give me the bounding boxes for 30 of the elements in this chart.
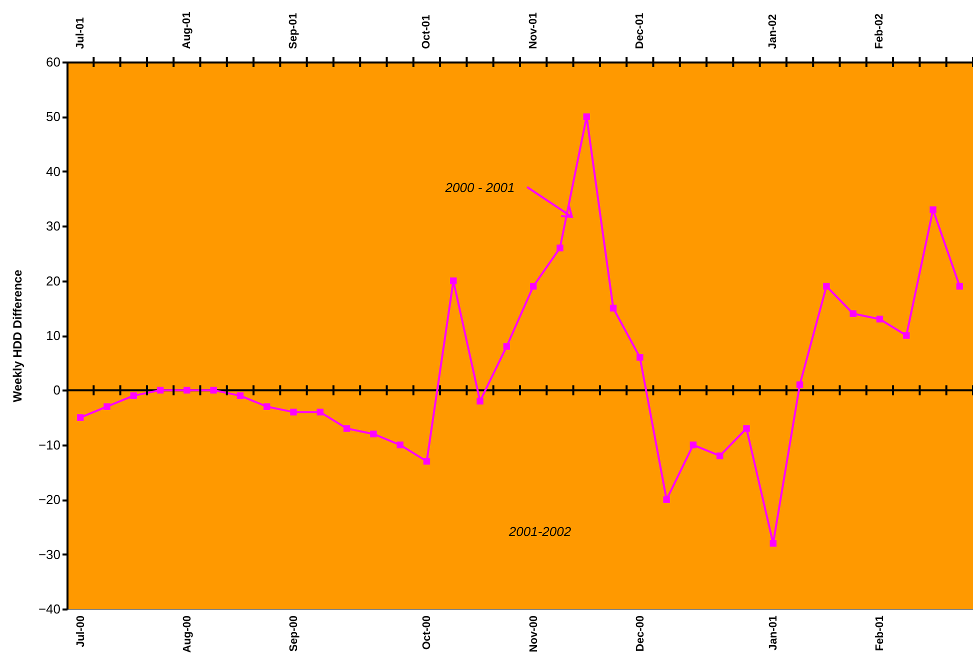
x-tick-label: Jan-01 [768,616,780,650]
x-tick-label: Nov-00 [528,616,540,652]
y-axis-title: Weekly HDD Difference [10,269,24,402]
x-tick-label: Oct-00 [421,616,434,650]
text: Nov-01 [527,12,540,49]
text: Sep-01 [288,12,300,49]
text: Aug-01 [180,12,193,49]
text: Dec-01 [634,12,646,49]
y-tick-label: 30 [46,218,60,234]
y-tick-label: −10 [38,437,60,452]
x-tick-label: Dec-00 [634,616,646,652]
y-tick-label: −30 [38,546,60,562]
x-tick-label: Jul-00 [74,616,87,648]
annotation: 2000 - 2001 [444,180,515,195]
text: Jan-02 [767,14,780,49]
x-tick-label: Feb-01 [874,616,886,651]
text: Oct-01 [420,14,433,49]
y-tick-label: −40 [38,602,60,616]
y-tick-label: 50 [46,109,60,124]
y-tick-label: −20 [38,492,60,508]
x-tick-label: Aug-00 [181,616,194,653]
text: Feb-02 [874,14,886,49]
y-tick-label: 0 [53,382,60,398]
text: Jul-01 [74,17,86,49]
y-tick-label: 40 [46,164,60,179]
annotation: 2001-2002 [508,524,572,539]
y-tick-label: 20 [46,273,60,288]
y-tick-label: 10 [46,328,60,343]
x-tick-label: Sep-00 [288,616,300,652]
y-tick-label: 60 [46,54,60,70]
